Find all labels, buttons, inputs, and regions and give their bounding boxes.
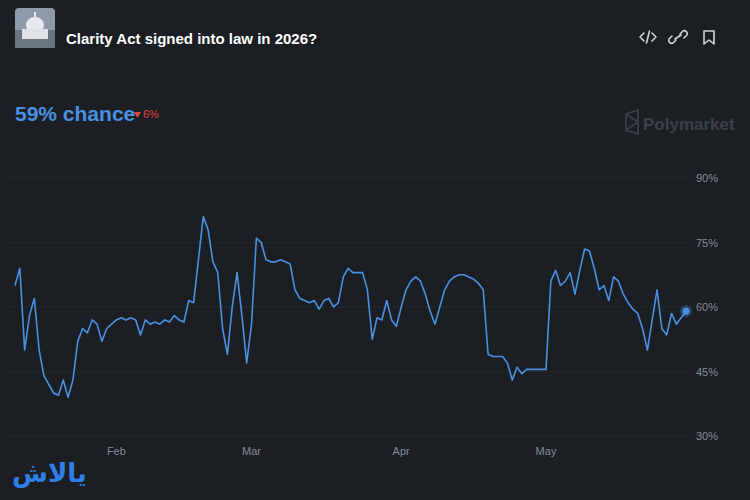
bookmark-icon[interactable] <box>704 31 714 44</box>
toolbar-icons <box>640 31 714 44</box>
x-tick-label: Apr <box>393 445 410 457</box>
x-tick-label: Mar <box>242 445 261 457</box>
x-tick-label: Feb <box>107 445 126 457</box>
y-tick-label: 60% <box>696 301 718 313</box>
change-label: 6% <box>143 108 159 120</box>
market-icon <box>15 8 55 48</box>
current-chance: 59% chance <box>15 102 135 125</box>
title: Clarity Act signed into law in 2026? <box>66 30 317 47</box>
grid-line <box>10 178 693 179</box>
x-tick-label: May <box>536 445 557 457</box>
y-tick-label: 30% <box>696 430 718 442</box>
grid-line <box>10 242 693 243</box>
grid-line <box>10 307 693 308</box>
link-icon[interactable] <box>669 31 688 44</box>
price-line <box>15 217 686 398</box>
chart: Clarity Act signed into law in 2026? 59% … <box>0 0 750 500</box>
y-tick-label: 45% <box>696 366 718 378</box>
plot <box>15 217 692 398</box>
end-dot <box>683 308 690 315</box>
background <box>0 0 750 500</box>
change-arrow <box>134 112 141 118</box>
source-watermark: Polymarket <box>626 110 735 134</box>
source-label: Polymarket <box>643 115 735 134</box>
grid-line <box>10 436 693 437</box>
grid-line <box>10 371 693 372</box>
grid <box>10 178 693 436</box>
site-watermark: یالاش <box>12 458 87 488</box>
y-tick-label: 90% <box>696 172 718 184</box>
embed-icon[interactable] <box>640 31 656 43</box>
end-dot-halo <box>680 305 692 317</box>
y-tick-label: 75% <box>696 237 718 249</box>
